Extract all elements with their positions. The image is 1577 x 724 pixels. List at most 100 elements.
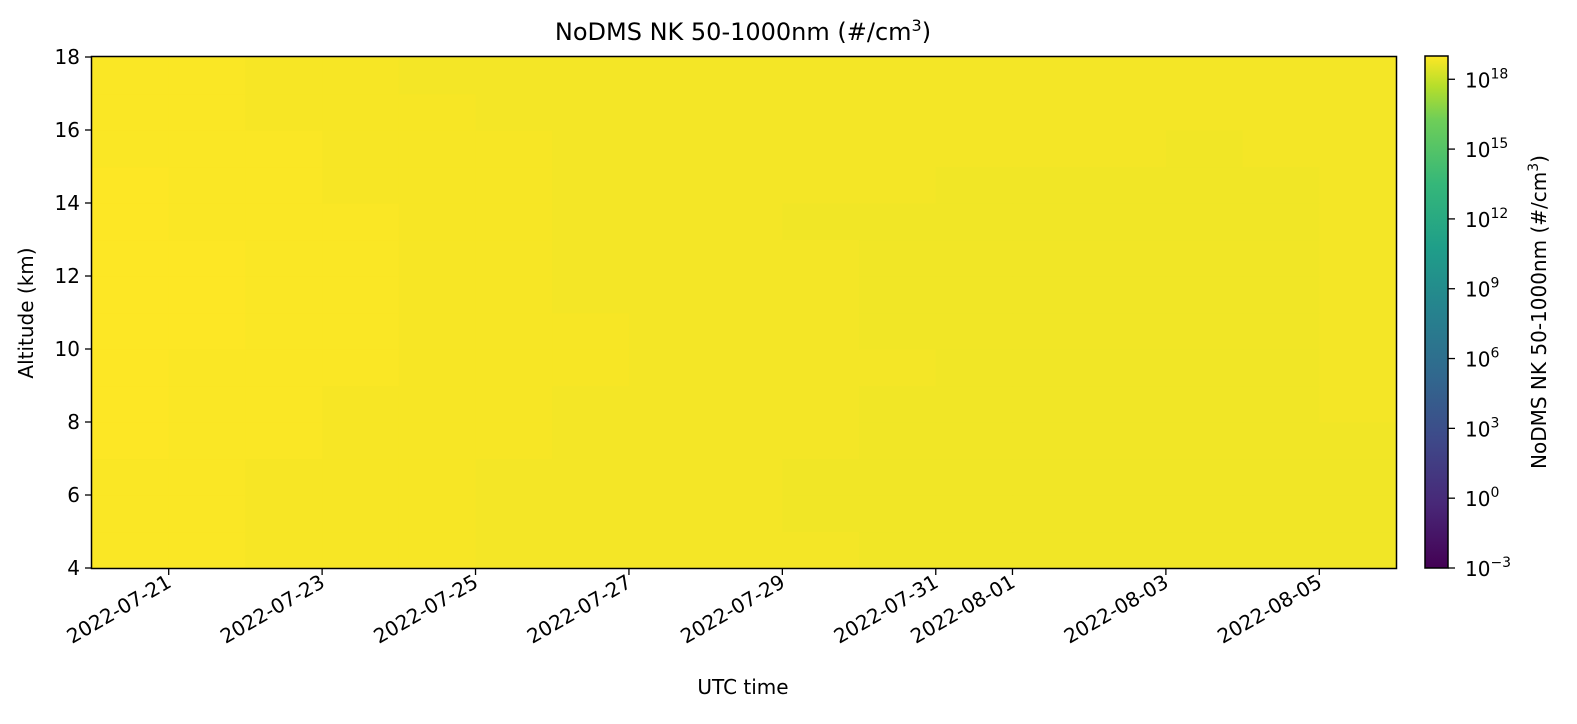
colorbar-label-sup: 3 xyxy=(1526,163,1542,172)
heatmap-cell xyxy=(628,531,707,569)
heatmap-cell xyxy=(935,57,1014,95)
heatmap-cell xyxy=(705,349,783,387)
heatmap-cell xyxy=(92,239,170,277)
heatmap-cell xyxy=(168,422,247,460)
heatmap-cell xyxy=(782,495,860,533)
heatmap-cell xyxy=(92,276,170,314)
heatmap-cell xyxy=(1319,531,1397,569)
heatmap-cell xyxy=(935,312,1014,350)
heatmap-cell xyxy=(398,166,477,204)
heatmap-cell xyxy=(1089,495,1167,533)
heatmap-cell xyxy=(628,239,707,277)
heatmap-cell xyxy=(1012,239,1090,277)
heatmap-cell xyxy=(628,458,707,496)
heatmap-cell xyxy=(859,495,937,533)
heatmap-cell xyxy=(1242,57,1320,95)
heatmap-cell xyxy=(1089,531,1167,569)
heatmap-cell xyxy=(168,93,247,131)
colorbar-tick-label: 106 xyxy=(1465,346,1499,372)
heatmap-cell xyxy=(552,458,630,496)
heatmap-cell xyxy=(92,312,170,350)
chart-title-tail: ) xyxy=(922,18,931,46)
heatmap-cell xyxy=(1165,203,1244,241)
heatmap-cell xyxy=(245,458,323,496)
x-axis-label: UTC time xyxy=(697,675,788,699)
heatmap-cell xyxy=(1319,349,1397,387)
heatmap-cell xyxy=(705,385,783,423)
heatmap-cell xyxy=(1012,458,1090,496)
x-tick-label: 2022-07-27 xyxy=(523,570,636,649)
y-tick-label: 18 xyxy=(55,45,80,69)
heatmap-cell xyxy=(705,276,783,314)
heatmap-cell xyxy=(935,203,1014,241)
heatmap-cell xyxy=(475,495,553,533)
heatmap-cell xyxy=(1012,57,1090,95)
heatmap-cell xyxy=(1242,166,1320,204)
heatmap-cell xyxy=(475,239,553,277)
colorbar xyxy=(1424,55,1449,569)
heatmap-cell xyxy=(92,458,170,496)
heatmap-cell xyxy=(1165,422,1244,460)
chart-title-sup: 3 xyxy=(912,16,922,35)
heatmap-cell xyxy=(1165,166,1244,204)
heatmap-cell xyxy=(1012,93,1090,131)
heatmap-cell xyxy=(1012,422,1090,460)
heatmap-cell xyxy=(92,166,170,204)
heatmap-cell xyxy=(1012,385,1090,423)
heatmap-cell xyxy=(398,276,477,314)
heatmap-cell xyxy=(1089,312,1167,350)
heatmap-cell xyxy=(1242,203,1320,241)
heatmap-cell xyxy=(628,385,707,423)
heatmap-cell xyxy=(1319,385,1397,423)
heatmap-cell xyxy=(782,239,860,277)
heatmap-cell xyxy=(1165,458,1244,496)
heatmap-cell xyxy=(628,276,707,314)
heatmap-cell xyxy=(168,458,247,496)
heatmap-cell xyxy=(782,276,860,314)
y-axis-label: Altitude (km) xyxy=(14,247,38,378)
heatmap-cell xyxy=(475,93,553,131)
heatmap-cell xyxy=(1012,495,1090,533)
heatmap-cell xyxy=(322,276,400,314)
heatmap-cell xyxy=(245,422,323,460)
heatmap-cell xyxy=(398,312,477,350)
x-tick-label: 2022-07-29 xyxy=(676,570,789,649)
heatmap-cell xyxy=(552,93,630,131)
heatmap-cell xyxy=(1319,276,1397,314)
heatmap-cell xyxy=(935,166,1014,204)
heatmap-cell xyxy=(92,130,170,168)
heatmap-cell xyxy=(935,276,1014,314)
heatmap-cell xyxy=(92,203,170,241)
heatmap-cell xyxy=(552,385,630,423)
heatmap-cell xyxy=(245,203,323,241)
heatmap-cell xyxy=(398,130,477,168)
heatmap-cell xyxy=(322,422,400,460)
heatmap-cell xyxy=(1165,385,1244,423)
heatmap-cell xyxy=(322,495,400,533)
heatmap-cell xyxy=(398,57,477,95)
heatmap-cell xyxy=(168,495,247,533)
heatmap-cell xyxy=(322,458,400,496)
heatmap-cell xyxy=(705,495,783,533)
heatmap-cell xyxy=(475,458,553,496)
heatmap-cell xyxy=(628,349,707,387)
heatmap-cell xyxy=(1012,312,1090,350)
heatmap-cell xyxy=(935,239,1014,277)
heatmap-cell xyxy=(705,312,783,350)
heatmap-cell xyxy=(628,312,707,350)
heatmap-cell xyxy=(1242,458,1320,496)
heatmap-cell xyxy=(245,349,323,387)
heatmap-cell xyxy=(782,349,860,387)
heatmap-cell xyxy=(1089,57,1167,95)
heatmap-cell xyxy=(92,495,170,533)
heatmap-cell xyxy=(1089,276,1167,314)
colorbar-label-tail: ) xyxy=(1527,155,1551,163)
heatmap-cell xyxy=(1165,239,1244,277)
heatmap-cell xyxy=(92,385,170,423)
heatmap-cell xyxy=(552,312,630,350)
heatmap-cell xyxy=(322,312,400,350)
heatmap-cell xyxy=(475,385,553,423)
heatmap-cell xyxy=(859,312,937,350)
heatmap-cell xyxy=(1165,349,1244,387)
